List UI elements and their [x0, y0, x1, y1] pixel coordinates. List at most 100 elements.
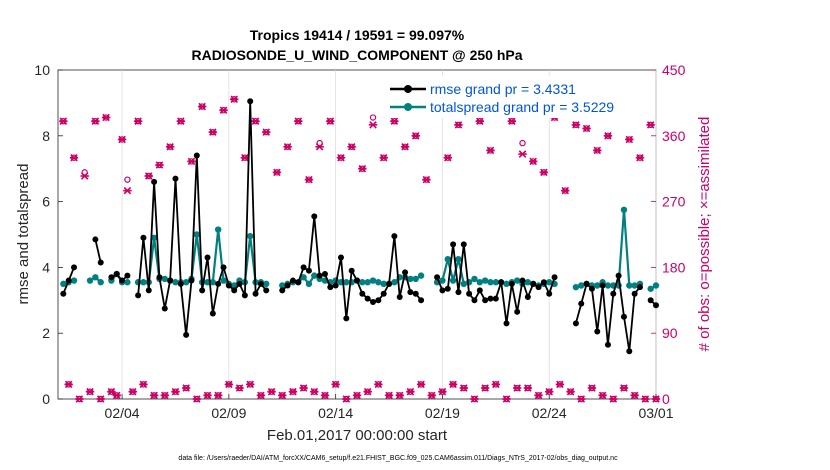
rmse-point	[215, 280, 222, 287]
totalspread-point	[70, 277, 78, 284]
obs-assimilated-point	[197, 102, 207, 111]
rmse-point	[220, 264, 227, 271]
obs-assimilated-point	[331, 380, 340, 389]
totalspread-point	[412, 275, 419, 283]
rmse-point	[524, 294, 531, 301]
rmse-point	[444, 285, 451, 292]
rmse-point	[503, 320, 510, 327]
obs-assimilated-point	[555, 380, 565, 389]
rmse-point	[225, 282, 232, 289]
obs-assimilated-point	[235, 384, 244, 392]
y-left-tick-label: 6	[42, 194, 50, 210]
rmse-point	[455, 289, 462, 296]
rmse-point	[97, 259, 104, 266]
obs-assimilated-point	[582, 124, 591, 133]
totalspread-point	[439, 277, 446, 284]
obs-assimilated-point	[171, 387, 180, 396]
rmse-point	[471, 297, 478, 304]
obs-assimilated-point	[85, 387, 95, 396]
y-right-tick-label: 270	[662, 194, 686, 210]
rmse-point	[604, 341, 611, 348]
x-tick-label: 02/19	[425, 405, 460, 421]
rmse-point	[514, 308, 521, 315]
rmse-point	[151, 178, 158, 185]
obs-assimilated-point	[240, 153, 250, 162]
rmse-point	[653, 302, 659, 309]
rmse-point	[279, 287, 286, 294]
obs-assimilated-point	[486, 146, 495, 155]
obs-assimilated-point	[91, 117, 100, 125]
rmse-point	[610, 290, 617, 297]
obs-assimilated-point	[395, 391, 404, 400]
rmse-point	[439, 287, 446, 294]
obs-assimilated-point	[603, 132, 613, 140]
obs-assimilated-point	[117, 135, 127, 144]
totalspread-point	[604, 282, 612, 289]
totalspread-point	[124, 279, 131, 286]
rmse-point	[332, 282, 339, 289]
totalspread-point	[626, 282, 633, 289]
totalspread-point	[359, 279, 366, 286]
totalspread-point	[524, 279, 532, 286]
obs-assimilated-point	[630, 391, 639, 400]
obs-assimilated-point	[368, 121, 378, 129]
obs-assimilated-point	[192, 395, 202, 403]
legend: rmse grand pr = 3.4331 totalspread grand…	[385, 76, 651, 118]
rmse-point	[407, 289, 414, 296]
obs-assimilated-point	[523, 384, 533, 392]
totalspread-point	[97, 279, 104, 286]
rmse-point	[193, 152, 200, 159]
obs-assimilated-point	[139, 380, 148, 389]
rmse-point	[551, 274, 558, 281]
totalspread-point	[343, 279, 350, 286]
obs-assimilated-point	[545, 387, 554, 396]
obs-assimilated-point	[224, 380, 234, 389]
rmse-point	[311, 213, 318, 220]
rmse-point	[252, 290, 259, 297]
rmse-point	[236, 280, 243, 287]
obs-assimilated-point	[310, 387, 319, 396]
rmse-point	[626, 348, 633, 355]
obs-assimilated-point	[512, 384, 522, 392]
rmse-point	[199, 287, 206, 294]
obs-assimilated-point	[251, 117, 260, 125]
totalspread-point	[391, 279, 398, 286]
obs-assimilated-point	[598, 391, 607, 400]
obs-assimilated-point	[507, 117, 517, 125]
chart-title-line1: Tropics 19414 / 19591 = 99.097%	[250, 27, 465, 43]
rmse-point	[188, 277, 195, 284]
rmse-point	[161, 305, 168, 312]
rmse-point	[588, 285, 595, 292]
obs-assimilated-point	[59, 117, 68, 125]
obs-assimilated-point	[165, 143, 175, 151]
totalspread-point	[487, 279, 494, 286]
x-tick-label: 03/01	[638, 405, 673, 421]
x-tick-label: 02/14	[318, 405, 353, 421]
obs-assimilated-point	[491, 380, 501, 389]
totalspread-point	[247, 232, 254, 240]
rmse-point	[370, 298, 377, 305]
obs-assimilated-point	[358, 164, 367, 173]
totalspread-point	[572, 283, 580, 291]
obs-assimilated-point	[363, 387, 372, 396]
obs-assimilated-point	[384, 391, 394, 400]
totalspread-point	[444, 255, 451, 263]
rmse-point	[145, 287, 152, 294]
rmse-point	[578, 300, 585, 307]
rmse-point	[305, 267, 312, 274]
obs-assimilated-point	[64, 380, 73, 389]
rmse-point	[530, 280, 537, 287]
rmse-line	[110, 273, 129, 282]
rmse-point	[263, 287, 270, 294]
rmse-point	[209, 310, 216, 317]
x-axis-label: Feb.01,2017 00:00:00 start	[267, 427, 448, 444]
totalspread-point	[481, 277, 489, 284]
obs-assimilated-point	[101, 113, 111, 122]
obs-assimilated-point	[80, 172, 89, 180]
obs-assimilated-point	[566, 387, 575, 396]
totalspread-point	[60, 280, 67, 288]
rmse-point	[231, 287, 238, 294]
y-right-tick-label: 90	[662, 325, 678, 341]
obs-assimilated-point	[75, 395, 84, 403]
obs-assimilated-point	[187, 157, 196, 166]
